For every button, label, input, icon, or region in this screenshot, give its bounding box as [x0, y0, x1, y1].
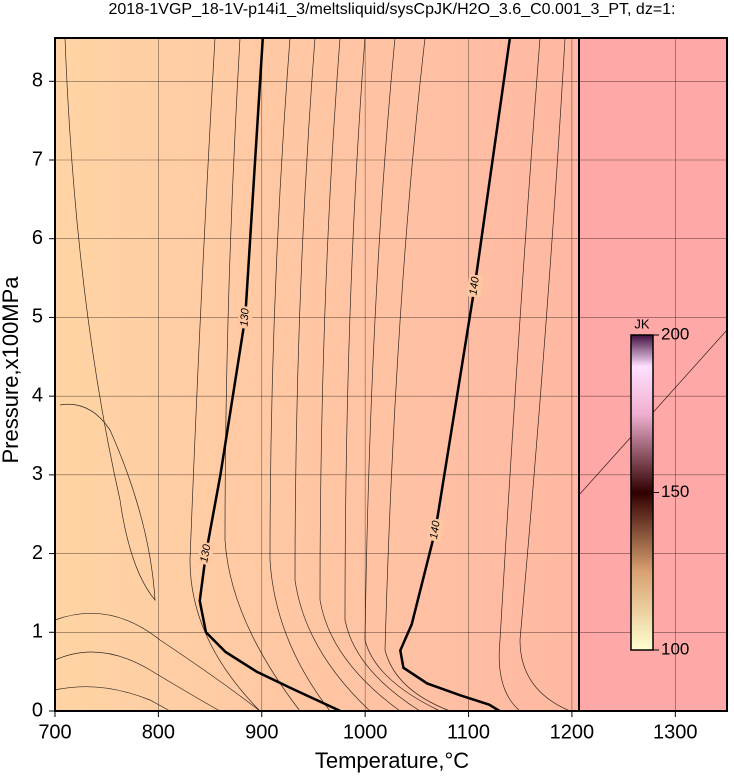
x-tick-label: 800: [142, 721, 175, 743]
y-tick-label: 2: [32, 542, 43, 564]
x-tick-label: 1000: [343, 721, 388, 743]
y-tick-label: 5: [32, 306, 43, 328]
thin-contour: [54, 686, 171, 712]
contour-line: [399, 37, 512, 713]
colorbar-tick-label: 200: [661, 324, 689, 343]
colorbar-tick-label: 100: [661, 639, 689, 658]
contour-label: 140: [467, 275, 482, 296]
thin-contour: [319, 37, 401, 712]
contour-label-bg: [466, 274, 484, 298]
x-tick-label: 700: [38, 721, 71, 743]
y-tick-label: 3: [32, 463, 43, 485]
thin-contours: [54, 37, 728, 712]
x-axis-label: Temperature,°C: [315, 748, 469, 773]
thin-contour: [269, 37, 331, 712]
thin-contour: [189, 37, 261, 712]
plot-frame: [54, 37, 728, 712]
colorbar: [630, 334, 654, 651]
thin-contour: [384, 37, 451, 712]
contour-label: 130: [198, 543, 213, 564]
contour-label-bg: [197, 541, 215, 566]
x-tick-label: 900: [245, 721, 278, 743]
thin-contour: [59, 37, 156, 602]
x-tick-label: 1300: [653, 721, 698, 743]
chart-title: 2018-1VGP_18-1V-p14i1_3/meltsliquid/sysC…: [108, 1, 675, 18]
colorbar-label: JK: [634, 316, 650, 331]
y-tick-label: 7: [32, 148, 43, 170]
thin-contour: [519, 37, 571, 712]
contour-label-bg: [237, 306, 253, 329]
y-tick-label: 4: [32, 384, 43, 406]
thin-contour: [364, 37, 441, 712]
thin-contour: [54, 651, 221, 712]
thin-contour: [294, 37, 371, 712]
y-tick-label: 1: [32, 621, 43, 643]
thin-contour: [224, 37, 301, 712]
y-tick-label: 0: [32, 699, 43, 721]
thin-contour: [54, 613, 261, 712]
y-tick-label: 8: [32, 70, 43, 92]
contour-label-bg: [426, 517, 445, 542]
y-tick-label: 6: [32, 227, 43, 249]
thin-contour: [344, 37, 421, 712]
contour-label: 140: [428, 519, 443, 540]
thin-contour: [498, 37, 541, 712]
x-tick-label: 1200: [550, 721, 595, 743]
y-axis-label: Pressure,x100MPa: [0, 276, 23, 464]
x-tick-label: 1100: [447, 721, 490, 743]
contour-label: 130: [239, 307, 252, 327]
colorbar-tick-label: 150: [661, 482, 689, 501]
contour-line: [198, 37, 341, 713]
